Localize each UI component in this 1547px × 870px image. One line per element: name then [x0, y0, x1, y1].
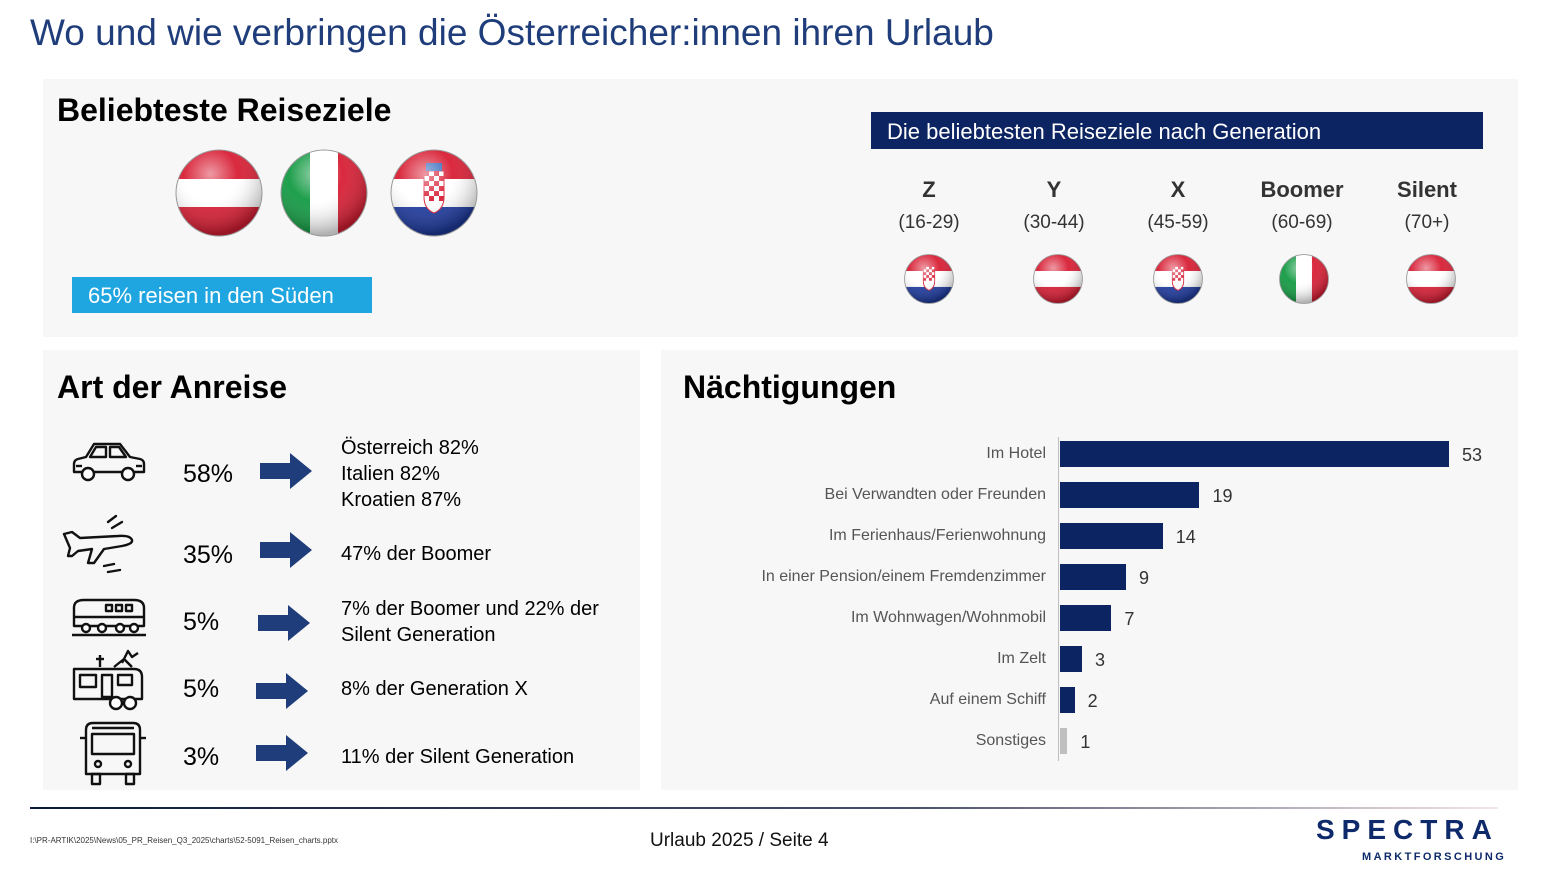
travel-mode-percent: 3% — [183, 743, 220, 771]
generation-age: (45-59) — [1147, 212, 1209, 233]
detail-line: Kroatien 87% — [341, 489, 462, 511]
bar — [1060, 646, 1083, 672]
travel-mode-details: 7% der Boomer und 22% der Silent Generat… — [341, 596, 599, 648]
bar-category-label: Bei Verwandten oder Freunden — [824, 486, 1046, 503]
austria-flag-icon — [1406, 254, 1456, 304]
arrow-right-icon — [260, 453, 312, 489]
generation-age: (70+) — [1404, 212, 1450, 233]
travel-mode-percent: 58% — [183, 460, 234, 488]
travel-mode-panel — [43, 350, 640, 790]
bar — [1060, 523, 1163, 549]
generation-name: Y — [1046, 177, 1062, 202]
bar — [1060, 564, 1127, 590]
travel-mode-details: 47% der Boomer — [341, 541, 491, 567]
arrow-right-icon — [256, 735, 308, 771]
chart-axis — [1058, 437, 1059, 761]
generation-name: Silent — [1397, 177, 1457, 202]
italy-flag-icon — [280, 149, 368, 237]
bar-category-label: Im Zelt — [997, 650, 1046, 667]
arrow-right-icon — [260, 532, 312, 568]
travel-mode-details: 11% der Silent Generation — [341, 744, 574, 770]
bar-category-label: Im Hotel — [986, 445, 1046, 462]
bar — [1060, 441, 1449, 467]
south-badge: 65% reisen in den Süden — [72, 277, 372, 313]
croatia-flag-icon — [390, 149, 478, 237]
austria-flag-icon — [175, 149, 263, 237]
detail-line: Italien 82% — [341, 463, 440, 485]
generation-age: (16-29) — [898, 212, 960, 233]
arrow-right-icon — [258, 605, 310, 641]
camper-van-icon — [72, 649, 144, 711]
generation-age: (60-69) — [1271, 212, 1333, 233]
bar-value-label: 2 — [1087, 691, 1098, 711]
travel-mode-details: Österreich 82% Italien 82% Kroatien 87% — [341, 435, 479, 513]
footer-divider — [30, 807, 1498, 809]
train-icon — [72, 598, 146, 637]
bar — [1060, 687, 1075, 713]
detail-line: 8% der Generation X — [341, 678, 528, 700]
detail-line: 47% der Boomer — [341, 543, 492, 565]
travel-mode-percent: 5% — [183, 675, 220, 703]
travel-mode-percent: 35% — [183, 541, 234, 569]
bus-icon — [80, 721, 146, 786]
detail-line: Silent Generation — [341, 624, 496, 646]
detail-line: Österreich 82% — [341, 437, 479, 459]
bar-category-label: Im Ferienhaus/Ferienwohnung — [828, 527, 1046, 544]
detail-line: 11% der Silent Generation — [341, 746, 575, 768]
travel-mode-heading: Art der Anreise — [57, 369, 287, 405]
bar-category-label: Sonstiges — [975, 732, 1046, 749]
bar — [1060, 482, 1200, 508]
bar-value-label: 9 — [1139, 568, 1150, 588]
bar-value-label: 19 — [1212, 486, 1233, 506]
bar-value-label: 7 — [1124, 609, 1135, 629]
travel-mode-percent: 5% — [183, 608, 220, 636]
bar-category-label: In einer Pension/einem Fremdenzimmer — [761, 568, 1046, 585]
travel-mode-details: 8% der Generation X — [341, 676, 528, 702]
croatia-flag-icon — [1153, 254, 1203, 304]
page-title: Wo und wie verbringen die Österreicher:i… — [30, 12, 994, 53]
generation-name: X — [1170, 177, 1186, 202]
spectra-logo-subtitle: MARKTFORSCHUNG — [1362, 851, 1507, 863]
bar-value-label: 1 — [1080, 732, 1091, 752]
arrow-right-icon — [256, 673, 308, 709]
airplane-icon — [62, 514, 134, 574]
generation-banner: Die beliebtesten Reiseziele nach Generat… — [871, 112, 1483, 149]
spectra-logo: SPECTRA — [1316, 814, 1499, 845]
bar-value-label: 53 — [1462, 445, 1483, 465]
generation-name: Z — [922, 177, 936, 202]
bar-value-label: 3 — [1095, 650, 1106, 670]
bar-category-label: Auf einem Schiff — [929, 691, 1046, 708]
generation-name: Boomer — [1260, 177, 1344, 202]
detail-line: 7% der Boomer und 22% der — [341, 598, 599, 620]
bar — [1060, 728, 1068, 754]
generation-age: (30-44) — [1023, 212, 1085, 233]
bar — [1060, 605, 1112, 631]
italy-flag-icon — [1279, 254, 1329, 304]
footer-page-label: Urlaub 2025 / Seite 4 — [650, 830, 829, 851]
destinations-heading: Beliebteste Reiseziele — [57, 92, 392, 128]
bar-category-label: Im Wohnwagen/Wohnmobil — [850, 609, 1046, 626]
austria-flag-icon — [1033, 254, 1083, 304]
car-icon — [72, 442, 146, 482]
footer-file-path: I:\PR-ARTIK\2025\News\05_PR_Reisen_Q3_20… — [30, 836, 339, 845]
bar-value-label: 14 — [1175, 527, 1196, 547]
croatia-flag-icon — [904, 254, 954, 304]
overnight-heading: Nächtigungen — [683, 369, 897, 405]
